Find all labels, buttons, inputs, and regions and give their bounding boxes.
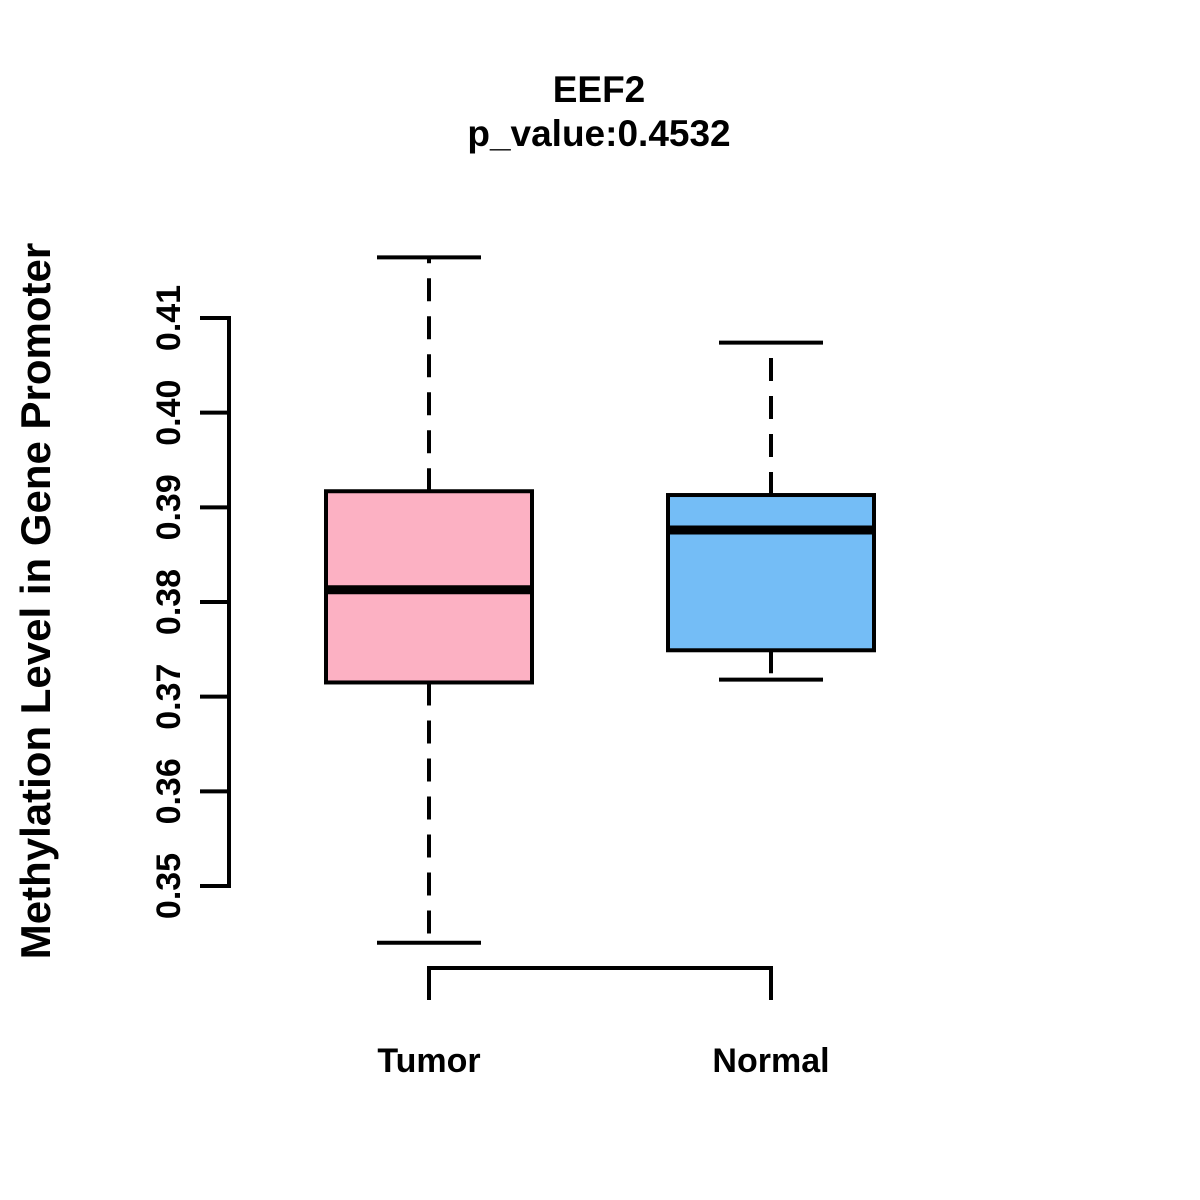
x-axis-bracket	[427, 966, 773, 1000]
box-normal	[666, 493, 876, 653]
y-tick-label: 0.41	[150, 285, 188, 351]
y-tick-label: 0.36	[150, 758, 188, 824]
x-category-label-normal: Normal	[712, 1042, 830, 1080]
chart-title: EEF2	[552, 69, 646, 110]
y-tick-label: 0.39	[150, 474, 188, 540]
chart-subtitle-pvalue: p_value:0.4532	[467, 113, 731, 154]
y-tick-label: 0.38	[150, 569, 188, 635]
y-tick-label: 0.35	[150, 853, 188, 919]
y-tick-label: 0.40	[150, 380, 188, 446]
x-category-label-tumor: Tumor	[377, 1042, 481, 1080]
y-tick-label: 0.37	[150, 664, 188, 730]
